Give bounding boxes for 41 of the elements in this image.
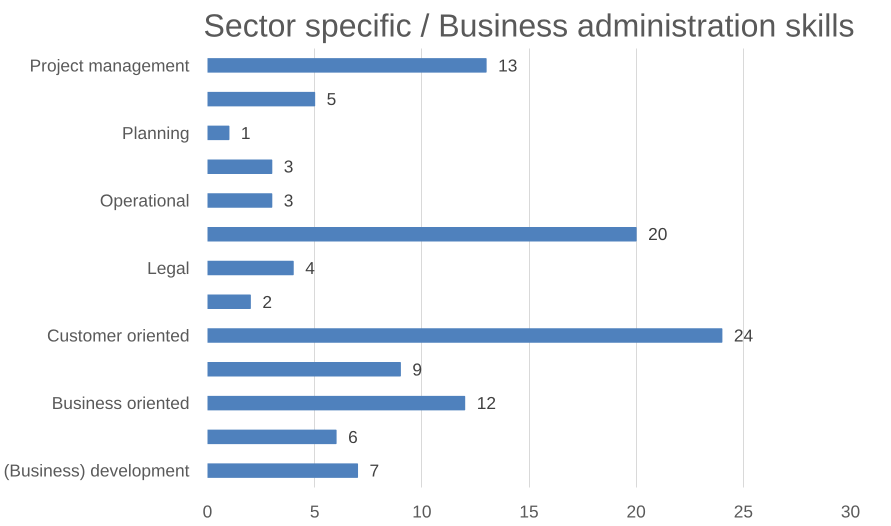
x-tick-label: 0 (202, 502, 212, 522)
chart-title: Sector specific / Business administration skills (204, 8, 854, 44)
y-tick-label: Business oriented (52, 393, 190, 414)
data-label: 7 (370, 460, 380, 481)
bar (208, 463, 358, 478)
bar (208, 159, 272, 174)
bar (208, 193, 272, 208)
bar (208, 58, 487, 73)
data-label: 24 (734, 326, 754, 346)
data-label: 6 (348, 426, 358, 447)
x-tick-label: 25 (734, 502, 753, 522)
bar (208, 92, 316, 106)
bar (208, 396, 466, 410)
y-tick-label: Operational (100, 190, 190, 210)
bar (208, 294, 251, 310)
x-tick-label: 20 (626, 502, 646, 522)
y-tick-label: Project management (30, 55, 190, 76)
data-label: 4 (305, 258, 316, 278)
data-label: 5 (326, 89, 336, 110)
x-tick-label: 5 (310, 502, 320, 522)
data-label: 20 (648, 224, 668, 244)
bar (208, 260, 294, 276)
data-label: 12 (476, 393, 496, 414)
data-label: 3 (284, 156, 294, 177)
y-tick-label: Customer oriented (46, 326, 190, 346)
x-tick-label: 30 (840, 502, 860, 522)
data-label: 1 (240, 122, 251, 143)
data-label: 13 (498, 55, 518, 76)
y-tick-label: Legal (147, 258, 190, 278)
data-label: 2 (262, 292, 272, 312)
y-tick-label: Planning (122, 122, 190, 143)
y-tick-label: (Business) development (4, 460, 190, 481)
bar (208, 126, 230, 140)
data-label: 3 (284, 190, 294, 210)
x-tick-label: 10 (412, 502, 432, 522)
bar (208, 328, 722, 343)
bar (208, 362, 401, 377)
data-label: 9 (412, 359, 422, 380)
x-tick-label: 15 (519, 502, 539, 522)
bar (208, 430, 337, 444)
bar (208, 226, 637, 242)
